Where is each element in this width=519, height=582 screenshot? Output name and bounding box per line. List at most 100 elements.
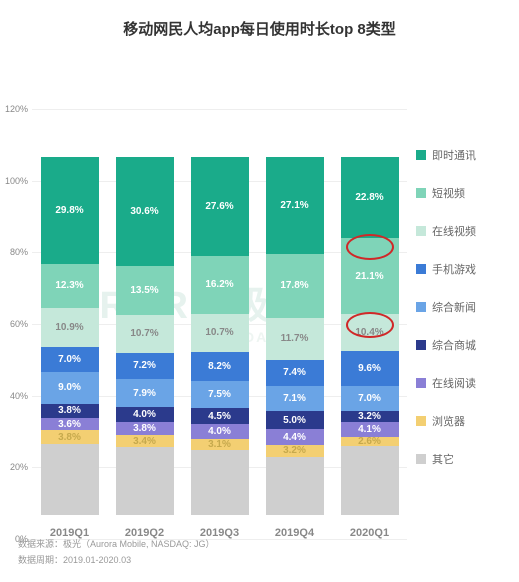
bar-segment: 10.9% [41, 308, 99, 347]
bar-segment: 17.8% [266, 254, 324, 318]
bar-segment: 4.5% [191, 408, 249, 424]
y-tick-label: 100% [0, 176, 28, 186]
bar-column: 30.6%13.5%10.7%7.2%7.9%4.0%3.8%3.4%2019Q… [116, 157, 174, 539]
legend-label: 综合商城 [432, 337, 476, 353]
bar-segment: 16.2% [191, 256, 249, 314]
bar-segment: 27.6% [191, 157, 249, 256]
footer-line-2: 数据周期：2019.01-2020.03 [18, 553, 215, 568]
bar-segment: 7.0% [41, 347, 99, 372]
y-tick-label: 20% [0, 462, 28, 472]
bar-column: 27.1%17.8%11.7%7.4%7.1%5.0%4.4%3.2% 2019Q… [266, 157, 324, 539]
bar-segment: 13.5% [116, 266, 174, 314]
bar-column: 29.8%12.3%10.9%7.0%9.0%3.8%3.6%3.8%2019Q… [41, 157, 99, 539]
legend-swatch [416, 454, 426, 464]
legend-label: 手机游戏 [432, 261, 476, 277]
footer-line-1: 数据来源：极光（Aurora Mobile, NASDAQ: JG） [18, 537, 215, 552]
legend-item: 即时通讯 [416, 147, 512, 163]
legend-swatch [416, 302, 426, 312]
footer-label: 数据来源： [18, 539, 63, 549]
bar-segment: 10.7% [191, 314, 249, 352]
bar-segment: 12.3% [41, 264, 99, 308]
legend-swatch [416, 188, 426, 198]
footer-value: 2019.01-2020.03 [63, 555, 131, 565]
footer-value: 极光（Aurora Mobile, NASDAQ: JG） [63, 539, 215, 549]
bar-column: 27.6%16.2%10.7%8.2%7.5%4.5%4.0%3.1%2019Q… [191, 157, 249, 539]
legend-label: 短视频 [432, 185, 465, 201]
bar-segment: 3.1% [191, 439, 249, 450]
bar-segment [191, 450, 249, 515]
legend-item: 在线阅读 [416, 375, 512, 391]
bar-segment: 4.4% [266, 429, 324, 445]
legend-swatch [416, 226, 426, 236]
bar-segment: 3.4% [116, 435, 174, 447]
bar-segment: 3.8% [41, 430, 99, 444]
legend-swatch [416, 150, 426, 160]
bar-segment [266, 457, 324, 515]
y-tick-label: 80% [0, 247, 28, 257]
stacked-bar: 29.8%12.3%10.9%7.0%9.0%3.8%3.6%3.8% [41, 157, 99, 515]
x-axis-label: 2019Q4 [275, 527, 314, 539]
bar-segment: 10.7% [116, 315, 174, 353]
legend-label: 浏览器 [432, 413, 465, 429]
bar-segment: 7.5% [191, 381, 249, 408]
legend: 即时通讯短视频在线视频手机游戏综合新闻综合商城在线阅读浏览器其它 [416, 147, 512, 467]
bar-segment: 4.0% [116, 407, 174, 421]
legend-item: 手机游戏 [416, 261, 512, 277]
stacked-bar: 30.6%13.5%10.7%7.2%7.9%4.0%3.8%3.4% [116, 157, 174, 515]
bar-segment: 11.7% [266, 318, 324, 360]
bar-segment: 9.0% [41, 372, 99, 404]
bar-segment: 10.4% [341, 314, 399, 351]
bar-column: 22.8%21.1%10.4%9.6%7.0%3.2%4.1%2.6% 2020Q… [341, 157, 399, 539]
legend-label: 其它 [432, 451, 454, 467]
bar-segment: 3.2% [266, 445, 324, 456]
bar-segment: 5.0% [266, 411, 324, 429]
x-axis-label: 2020Q1 [350, 527, 389, 539]
bar-segment: 3.2% [341, 411, 399, 422]
legend-label: 即时通讯 [432, 147, 476, 163]
bar-segment: 4.0% [191, 424, 249, 438]
y-tick-label: 60% [0, 319, 28, 329]
bar-segment: 7.4% [266, 360, 324, 387]
bar-group: 29.8%12.3%10.9%7.0%9.0%3.8%3.6%3.8%2019Q… [32, 109, 407, 539]
footer: 数据来源：极光（Aurora Mobile, NASDAQ: JG） 数据周期：… [18, 537, 215, 568]
stacked-bar: 22.8%21.1%10.4%9.6%7.0%3.2%4.1%2.6% [341, 157, 399, 515]
bar-segment: 30.6% [116, 157, 174, 267]
y-tick-label: 40% [0, 391, 28, 401]
bar-segment: 2.6% [341, 437, 399, 446]
legend-item: 在线视频 [416, 223, 512, 239]
legend-swatch [416, 416, 426, 426]
legend-item: 短视频 [416, 185, 512, 201]
stacked-bar: 27.1%17.8%11.7%7.4%7.1%5.0%4.4%3.2% [266, 157, 324, 515]
bar-segment: 7.0% [341, 386, 399, 411]
bar-segment: 3.6% [41, 418, 99, 431]
legend-item: 综合商城 [416, 337, 512, 353]
y-tick-label: 120% [0, 104, 28, 114]
bar-segment [341, 446, 399, 515]
legend-swatch [416, 264, 426, 274]
bar-segment [116, 447, 174, 515]
legend-label: 在线视频 [432, 223, 476, 239]
bar-segment: 3.8% [41, 404, 99, 418]
legend-label: 综合新闻 [432, 299, 476, 315]
bar-segment: 8.2% [191, 352, 249, 381]
legend-label: 在线阅读 [432, 375, 476, 391]
footer-label: 数据周期： [18, 555, 63, 565]
bar-segment: 21.1% [341, 238, 399, 314]
bar-segment: 7.2% [116, 353, 174, 379]
bar-segment: 27.1% [266, 157, 324, 254]
bar-segment: 7.1% [266, 386, 324, 411]
legend-item: 综合新闻 [416, 299, 512, 315]
legend-item: 其它 [416, 451, 512, 467]
bar-segment: 3.8% [116, 422, 174, 436]
page-title: 移动网民人均app每日使用时长top 8类型 [0, 0, 519, 49]
bar-segment: 22.8% [341, 157, 399, 239]
bar-segment: 29.8% [41, 157, 99, 264]
bar-segment: 7.9% [116, 379, 174, 407]
legend-item: 浏览器 [416, 413, 512, 429]
bar-segment [41, 444, 99, 515]
bar-segment: 4.1% [341, 422, 399, 437]
stacked-bar: 27.6%16.2%10.7%8.2%7.5%4.5%4.0%3.1% [191, 157, 249, 515]
legend-swatch [416, 378, 426, 388]
bar-segment: 9.6% [341, 351, 399, 385]
legend-swatch [416, 340, 426, 350]
